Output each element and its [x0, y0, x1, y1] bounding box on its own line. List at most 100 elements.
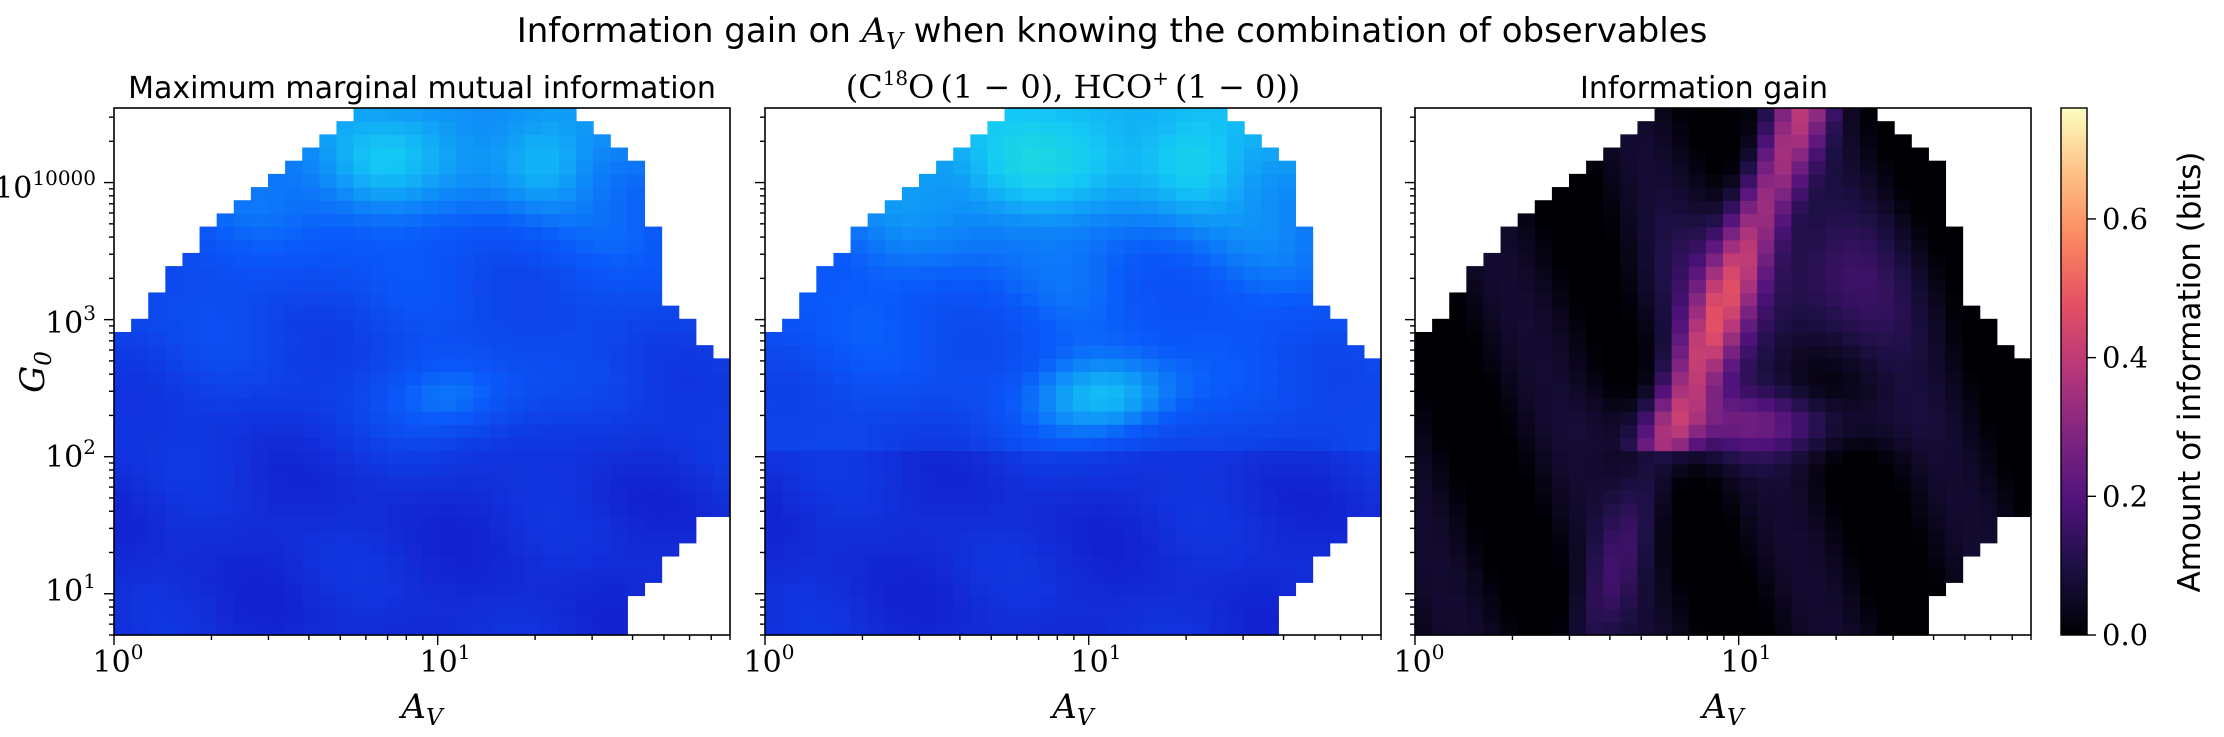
- heatmap-cell: [404, 621, 423, 636]
- heatmap-cell: [268, 266, 286, 280]
- heatmap-cell: [285, 529, 303, 544]
- heatmap-cell: [782, 529, 800, 544]
- heatmap-cell: [1227, 555, 1245, 570]
- heatmap-cell: [1517, 226, 1536, 241]
- heatmap-cell: [1209, 331, 1228, 346]
- heatmap-cell: [490, 542, 509, 557]
- heatmap-cell: [114, 569, 132, 583]
- heatmap-cell: [1021, 437, 1040, 452]
- heatmap-cell: [2013, 463, 2032, 478]
- heatmap-cell: [1894, 582, 1912, 597]
- heatmap-cell: [1295, 266, 1314, 280]
- heatmap-cell: [833, 569, 852, 583]
- heatmap-cell: [1979, 503, 1998, 518]
- heatmap-cell: [850, 305, 869, 320]
- heatmap-cell: [1090, 318, 1108, 333]
- heatmap-cell: [1090, 555, 1108, 570]
- heatmap-cell: [1278, 305, 1297, 320]
- heatmap-cell: [165, 424, 184, 438]
- heatmap-cell: [319, 371, 338, 386]
- heatmap-cell: [233, 463, 252, 478]
- heatmap-cell: [1825, 582, 1844, 597]
- heatmap-cell: [919, 582, 937, 597]
- heatmap-cell: [1877, 200, 1895, 214]
- heatmap-cell: [627, 252, 646, 267]
- heatmap-cell: [558, 503, 577, 518]
- heatmap-cell: [1586, 476, 1604, 491]
- heatmap-cell: [1808, 450, 1827, 465]
- heatmap-cell: [439, 226, 457, 241]
- heatmap-cell: [1141, 490, 1160, 504]
- heatmap-cell: [1055, 437, 1074, 452]
- heatmap-cell: [1945, 542, 1964, 557]
- heatmap-cell: [919, 424, 937, 438]
- heatmap-cell: [1517, 345, 1536, 359]
- heatmap-cell: [1723, 345, 1741, 359]
- heatmap-cell: [1209, 621, 1228, 636]
- heatmap-cell: [370, 450, 389, 465]
- heatmap-cell: [439, 200, 457, 214]
- heatmap-cell: [1603, 450, 1621, 465]
- heatmap-cell: [319, 437, 338, 452]
- heatmap-cell: [558, 266, 577, 280]
- heatmap-cell: [1945, 239, 1964, 254]
- heatmap-cell: [422, 121, 440, 135]
- heatmap-cell: [627, 490, 646, 504]
- heatmap-cell: [302, 305, 320, 320]
- heatmap-cell: [1244, 437, 1262, 452]
- heatmap-cell: [387, 437, 406, 452]
- heatmap-cell: [1928, 476, 1947, 491]
- heatmap-cell: [919, 503, 937, 518]
- heatmap-cell: [250, 371, 269, 386]
- heatmap-cell: [833, 424, 852, 438]
- heatmap-cell: [1227, 200, 1245, 214]
- heatmap-cell: [919, 569, 937, 583]
- heatmap-cell: [1603, 529, 1621, 544]
- heatmap-cell: [987, 424, 1006, 438]
- heatmap-cell: [901, 516, 920, 531]
- heatmap-cell: [490, 516, 509, 531]
- heatmap-cell: [884, 595, 903, 610]
- heatmap-cell: [593, 292, 611, 307]
- heatmap-cell: [456, 569, 474, 583]
- heatmap-cell: [1808, 108, 1827, 122]
- heatmap-cell: [1586, 200, 1604, 214]
- heatmap-cell: [1415, 358, 1433, 373]
- heatmap-cell: [233, 555, 252, 570]
- heatmap-cell: [1620, 345, 1639, 359]
- heatmap-cell: [165, 371, 184, 386]
- heatmap-cell: [422, 503, 440, 518]
- heatmap-cell: [1705, 437, 1724, 452]
- heatmap-cell: [1004, 463, 1023, 478]
- heatmap-cell: [867, 345, 886, 359]
- heatmap-cell: [1705, 226, 1724, 241]
- heatmap-cell: [1637, 266, 1656, 280]
- heatmap-cell: [319, 397, 338, 412]
- heatmap-cell: [524, 516, 543, 531]
- heatmap-cell: [1466, 516, 1485, 531]
- heatmap-cell: [473, 516, 492, 531]
- heatmap-cell: [1569, 200, 1587, 214]
- heatmap-cell: [1158, 608, 1177, 623]
- heatmap-cell: [1227, 490, 1245, 504]
- heatmap-cell: [919, 213, 937, 228]
- heatmap-cell: [1740, 503, 1758, 518]
- heatmap-cell: [1842, 305, 1861, 320]
- heatmap-cell: [353, 121, 372, 135]
- heatmap-cell: [524, 582, 543, 597]
- heatmap-cell: [712, 358, 731, 373]
- heatmap-cell: [901, 266, 920, 280]
- heatmap-cell: [678, 516, 697, 531]
- heatmap-cell: [165, 450, 184, 465]
- heatmap-cell: [1141, 292, 1160, 307]
- heatmap-cell: [661, 411, 680, 425]
- heatmap-cell: [1859, 490, 1878, 504]
- heatmap-cell: [404, 252, 423, 267]
- heatmap-cell: [285, 397, 303, 412]
- heatmap-cell: [1740, 305, 1758, 320]
- heatmap-cell: [1346, 490, 1365, 504]
- heatmap-cell: [319, 305, 338, 320]
- heatmap-cell: [1877, 371, 1895, 386]
- heatmap-cell: [1244, 239, 1262, 254]
- heatmap-cell: [576, 239, 594, 254]
